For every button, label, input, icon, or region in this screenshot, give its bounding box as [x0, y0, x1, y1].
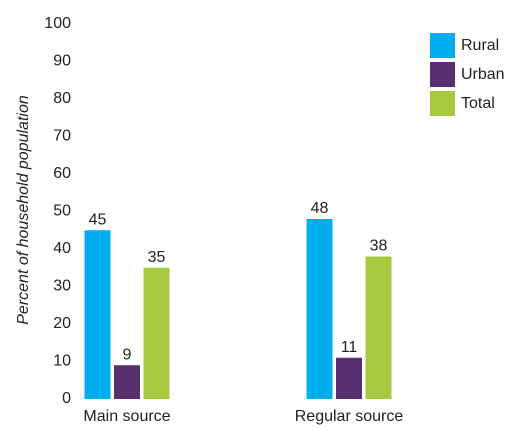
bar — [365, 256, 392, 399]
y-tick-label: 50 — [53, 203, 71, 220]
y-tick-label: 80 — [53, 90, 71, 107]
bar — [336, 357, 362, 399]
y-tick-label: 30 — [53, 278, 71, 295]
data-label: 48 — [311, 200, 329, 217]
y-tick-label: 40 — [53, 240, 71, 257]
bar — [143, 267, 170, 399]
x-tick-label: Regular source — [295, 408, 404, 425]
y-tick-label: 10 — [53, 353, 71, 370]
data-label: 35 — [148, 249, 166, 266]
bar — [84, 230, 111, 399]
x-tick-label: Main source — [83, 408, 170, 425]
data-label: 45 — [89, 211, 107, 228]
y-axis-title: Percent of household population — [15, 95, 32, 325]
bar — [306, 219, 333, 399]
legend-label: Urban — [461, 66, 505, 83]
legend-swatch — [430, 62, 455, 87]
y-tick-label: 20 — [53, 315, 71, 332]
data-label: 11 — [341, 339, 358, 356]
y-tick-label: 60 — [53, 165, 71, 182]
legend-label: Total — [461, 95, 495, 112]
y-tick-label: 0 — [62, 390, 71, 407]
y-tick-label: 70 — [53, 128, 71, 145]
y-tick-label: 100 — [44, 15, 71, 32]
bar — [114, 365, 140, 399]
legend-swatch — [430, 91, 455, 116]
legend-swatch — [430, 33, 455, 58]
data-label: 38 — [370, 238, 388, 255]
y-tick-label: 90 — [53, 53, 71, 70]
data-label: 9 — [123, 346, 132, 363]
legend-label: Rural — [461, 37, 499, 54]
